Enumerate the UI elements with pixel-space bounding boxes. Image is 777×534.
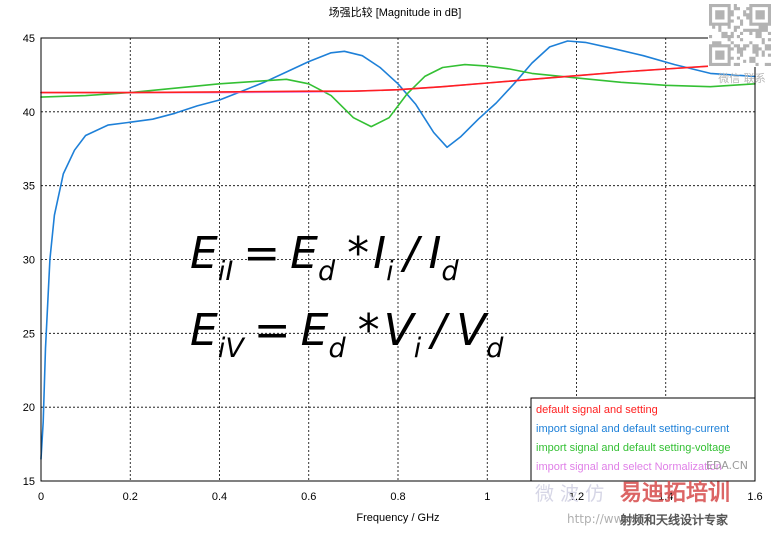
series-line-2 (40, 40, 756, 460)
legend: default signal and setting import signal … (530, 397, 756, 482)
formula-1-subi: i (386, 256, 394, 287)
series-line-3 (40, 63, 756, 128)
x-tick-label: 0 (38, 491, 44, 503)
legend-box (530, 397, 756, 482)
formula-2-subd2: d (486, 333, 504, 364)
formula-2-sub: iV (218, 333, 247, 364)
qr-code-watermark (708, 3, 772, 67)
x-tick-label: 0.2 (123, 491, 138, 503)
formula-1-star: * (347, 228, 369, 279)
y-tick-label: 30 (23, 255, 35, 267)
y-tick-label: 25 (23, 328, 35, 340)
x-tick-label: 0.8 (390, 491, 405, 503)
formula-1-eq: = (243, 228, 280, 279)
x-tick-label: 1.4 (658, 491, 673, 503)
formula-1-E: E (190, 228, 218, 279)
formula-1-subd2: d (441, 256, 459, 287)
formula-1-Id: I (428, 228, 441, 279)
formula-1-sub: iI (218, 256, 234, 287)
y-tick-labels: 15 20 25 30 35 40 45 (23, 33, 35, 488)
qr-modules (709, 4, 771, 66)
formula-2-subd: d (328, 333, 346, 364)
chart-title: 场强比较 [Magnitude in dB] (329, 5, 462, 19)
formula-2: EiV = Ed *Vi / Vd (190, 305, 504, 364)
series-line-1 (40, 62, 756, 94)
y-tick-label: 20 (23, 402, 35, 414)
y-tick-label: 35 (23, 181, 35, 193)
legend-item-2: import signal and default setting-curren… (536, 423, 729, 435)
watermark-url: http://www. (567, 512, 636, 526)
formula-2-subi: i (414, 333, 422, 364)
formula-1-Ed: E (290, 228, 318, 279)
formula-1: EiI = Ed *Ii / Id (190, 228, 459, 287)
grid (41, 38, 755, 481)
formula-2-eq: = (254, 305, 291, 356)
formula-2-E: E (190, 305, 218, 356)
formula-2-V: V (384, 305, 417, 356)
y-tick-label: 15 (23, 476, 35, 488)
formula-2-slash: / (427, 305, 450, 356)
y-tick-label: 40 (23, 107, 35, 119)
watermark-faint: 微 波 仿 (535, 483, 604, 505)
formula-1-I: I (373, 228, 386, 279)
y-tick-label: 45 (23, 33, 35, 45)
legend-item-1: default signal and setting (536, 404, 658, 416)
legend-item-4: import signal and select Normalization (536, 461, 722, 473)
legend-item-3: import signal and default setting-voltag… (536, 442, 730, 454)
formula-1-subd: d (318, 256, 336, 287)
formula-2-star: * (358, 305, 380, 356)
series-group (40, 40, 756, 460)
x-tick-label: 1 (484, 491, 490, 503)
plot-frame (40, 37, 756, 482)
watermark-brand: 易迪拓培训 (620, 480, 730, 506)
watermark-domain: EDA.CN (706, 459, 748, 472)
qr-caption: 微信 联系 (718, 71, 766, 85)
x-tick-label: 0.6 (301, 491, 316, 503)
x-axis-label: Frequency / GHz (356, 512, 439, 524)
formula-1-slash: / (400, 228, 423, 279)
formula-2-Ed: E (301, 305, 329, 356)
formula-2-Vd: V (456, 305, 489, 356)
watermark-slogan: 射频和天线设计专家 (619, 512, 729, 527)
x-tick-label: 1.6 (747, 491, 762, 503)
x-tick-labels: 0 0.2 0.4 0.6 0.8 1 1.2 1.4 1.6 (38, 491, 763, 503)
x-tick-label: 1.2 (569, 491, 584, 503)
x-tick-label: 0.4 (212, 491, 227, 503)
